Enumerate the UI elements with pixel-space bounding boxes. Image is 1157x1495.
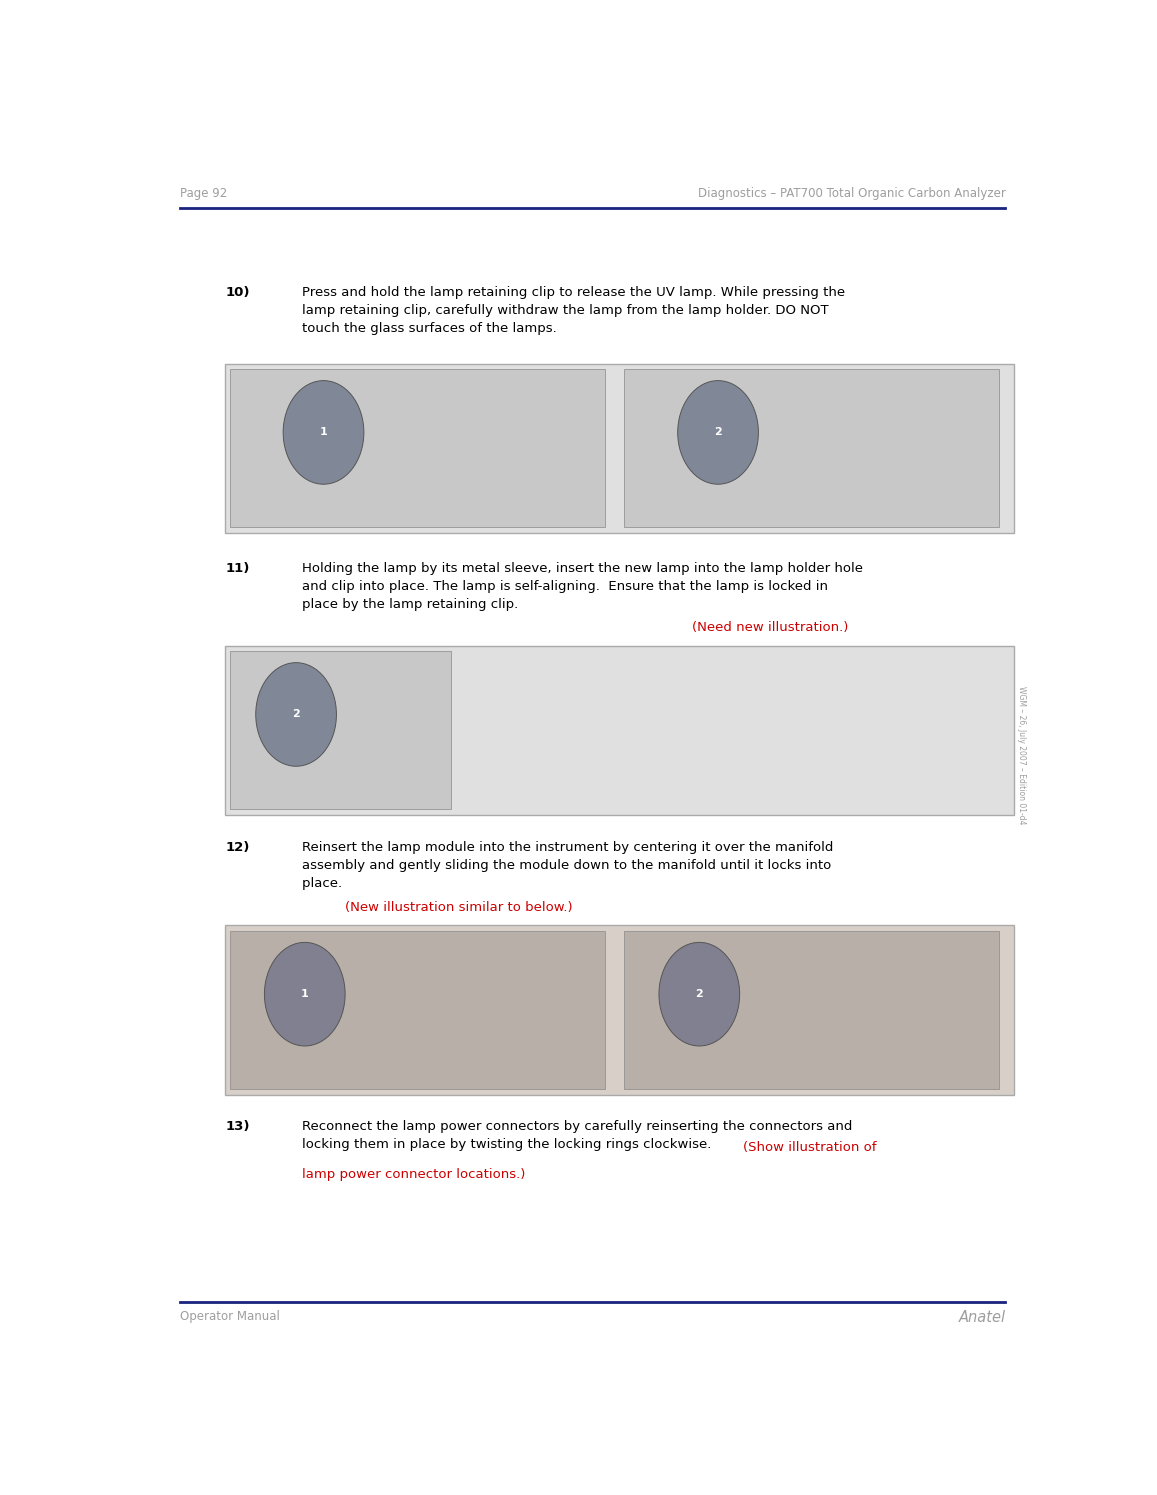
Bar — [625, 369, 1000, 528]
Circle shape — [659, 942, 739, 1046]
Text: Anatel: Anatel — [958, 1310, 1005, 1325]
Bar — [230, 652, 451, 809]
Circle shape — [678, 381, 758, 484]
Bar — [226, 363, 1015, 532]
Text: 10): 10) — [226, 287, 250, 299]
Text: WGM – 26, July 2007 – Edition 01-d4: WGM – 26, July 2007 – Edition 01-d4 — [1017, 686, 1026, 824]
Circle shape — [283, 381, 363, 484]
Text: 2: 2 — [714, 428, 722, 438]
Bar — [230, 369, 605, 528]
Text: 1: 1 — [301, 990, 309, 999]
Bar — [226, 646, 1015, 815]
Text: Reinsert the lamp module into the instrument by centering it over the manifold
a: Reinsert the lamp module into the instru… — [302, 842, 833, 891]
Text: (Need new illustration.): (Need new illustration.) — [692, 622, 848, 634]
Bar — [230, 931, 605, 1088]
Text: 2: 2 — [293, 710, 300, 719]
Bar — [226, 925, 1015, 1094]
Circle shape — [265, 942, 345, 1046]
Circle shape — [256, 662, 337, 767]
Text: 11): 11) — [226, 562, 250, 574]
Text: (Show illustration of: (Show illustration of — [743, 1141, 876, 1154]
Text: 1: 1 — [319, 428, 327, 438]
Text: Reconnect the lamp power connectors by carefully reinserting the connectors and
: Reconnect the lamp power connectors by c… — [302, 1120, 852, 1151]
Text: Page 92: Page 92 — [180, 187, 228, 200]
Text: Holding the lamp by its metal sleeve, insert the new lamp into the lamp holder h: Holding the lamp by its metal sleeve, in… — [302, 562, 862, 610]
Text: Press and hold the lamp retaining clip to release the UV lamp. While pressing th: Press and hold the lamp retaining clip t… — [302, 287, 845, 335]
Text: Operator Manual: Operator Manual — [180, 1310, 280, 1323]
Bar — [625, 931, 1000, 1088]
Text: 2: 2 — [695, 990, 703, 999]
Text: Diagnostics – PAT700 Total Organic Carbon Analyzer: Diagnostics – PAT700 Total Organic Carbo… — [698, 187, 1005, 200]
Text: lamp power connector locations.): lamp power connector locations.) — [302, 1168, 525, 1181]
Text: 12): 12) — [226, 842, 250, 854]
Text: 13): 13) — [226, 1120, 250, 1133]
Text: (New illustration similar to below.): (New illustration similar to below.) — [345, 901, 573, 913]
